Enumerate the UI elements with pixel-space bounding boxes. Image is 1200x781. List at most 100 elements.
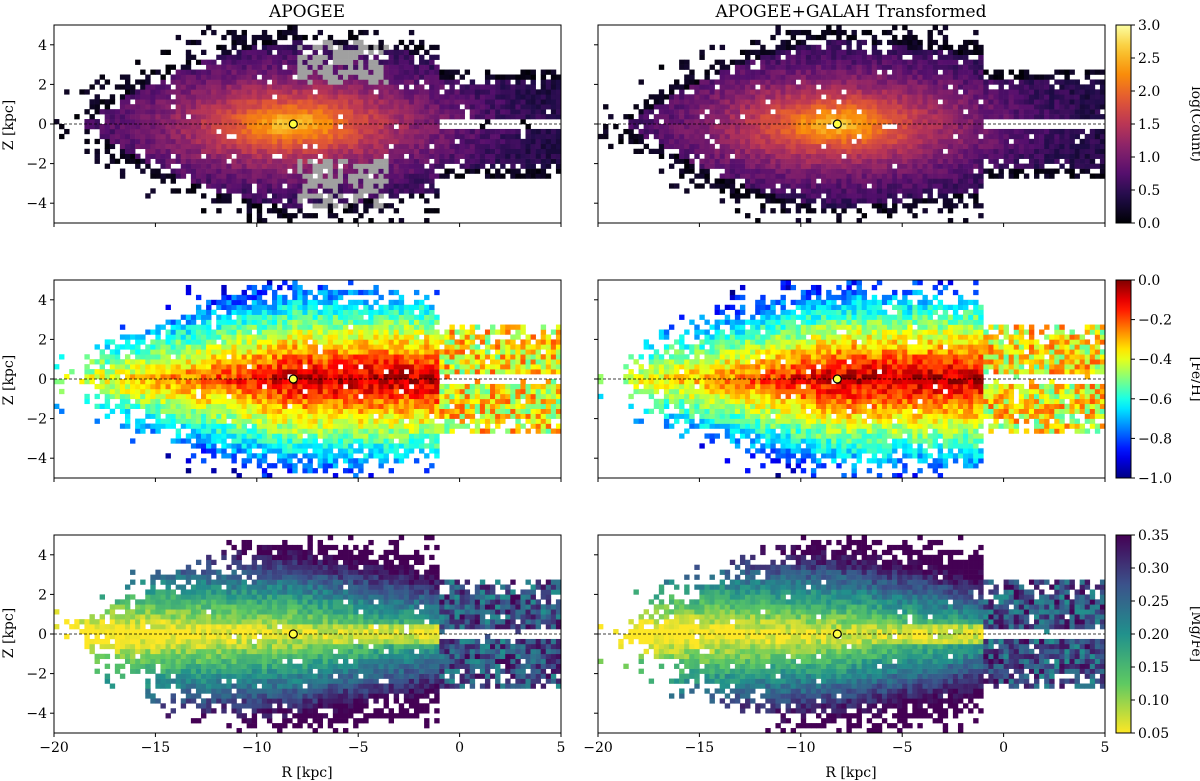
bin (353, 193, 359, 199)
bin (109, 94, 116, 100)
bin (287, 25, 293, 31)
bin (856, 74, 862, 80)
bin (846, 89, 852, 95)
bin (337, 89, 344, 95)
bin (165, 69, 171, 75)
bin (201, 143, 207, 150)
bin (653, 133, 660, 140)
bin (277, 99, 283, 105)
bin (780, 208, 786, 214)
bin (322, 153, 329, 159)
bin (694, 89, 700, 95)
bin (241, 178, 247, 184)
bin (398, 178, 405, 184)
bin (413, 178, 420, 184)
bin (363, 54, 369, 60)
bin (221, 143, 227, 150)
bin (831, 148, 837, 154)
bin (653, 94, 660, 100)
bin (816, 183, 822, 189)
bin (866, 173, 873, 179)
bin (256, 213, 263, 219)
bin (851, 163, 857, 169)
bin (500, 74, 506, 80)
bin (256, 173, 263, 179)
bin (876, 64, 883, 70)
bin (729, 94, 736, 100)
bin (170, 158, 176, 164)
bin (750, 74, 756, 80)
bin (912, 109, 918, 115)
bin (1013, 74, 1020, 80)
bin (917, 163, 923, 169)
bin (892, 84, 898, 90)
bin (165, 388, 171, 395)
bin (236, 138, 242, 145)
bin (1064, 79, 1070, 85)
bin (800, 143, 807, 150)
bin (734, 84, 741, 90)
bin (922, 124, 928, 130)
bin (170, 423, 176, 429)
bin (1079, 168, 1086, 174)
bin (342, 49, 349, 55)
bin (545, 89, 552, 95)
bin (378, 114, 384, 120)
bin (231, 173, 237, 179)
bin (84, 109, 90, 115)
bin (897, 114, 903, 120)
bin (292, 173, 298, 179)
bin (927, 79, 933, 85)
bin (413, 163, 420, 169)
bin (297, 104, 303, 110)
bin (332, 114, 339, 120)
bin (165, 453, 171, 459)
bin (550, 114, 557, 120)
bin (800, 114, 807, 120)
bin (1074, 104, 1080, 110)
bin (363, 178, 369, 184)
bin (185, 163, 192, 169)
bin (530, 74, 536, 80)
bin (292, 44, 298, 51)
bin (94, 359, 100, 365)
bin (302, 114, 308, 120)
bin (886, 168, 893, 174)
bin (963, 203, 969, 209)
bin (241, 109, 247, 115)
bin (1059, 133, 1065, 140)
bin (231, 178, 237, 184)
bin (216, 198, 222, 204)
bin (175, 438, 182, 444)
bin (963, 143, 969, 150)
bin (932, 119, 938, 125)
bin (881, 89, 888, 95)
bin (947, 138, 954, 145)
bin (388, 183, 394, 189)
bin (836, 29, 842, 36)
bin (983, 94, 989, 100)
bin (770, 163, 776, 169)
bin (719, 158, 726, 164)
bin (170, 119, 176, 125)
bin (119, 84, 126, 90)
bin (729, 183, 736, 189)
bin (160, 359, 166, 365)
bin (1003, 163, 1009, 169)
bin (785, 208, 791, 214)
bin (221, 153, 227, 159)
bin (942, 124, 949, 130)
bin (618, 133, 624, 140)
bin (211, 64, 217, 70)
bin (419, 173, 425, 179)
bin (917, 188, 923, 194)
bin (109, 153, 116, 159)
bin (917, 59, 923, 65)
bin (403, 168, 410, 174)
bin (525, 114, 531, 120)
bin (856, 178, 862, 184)
bin (545, 84, 552, 90)
bin (760, 109, 766, 115)
bin (226, 54, 232, 60)
bin (942, 153, 949, 159)
